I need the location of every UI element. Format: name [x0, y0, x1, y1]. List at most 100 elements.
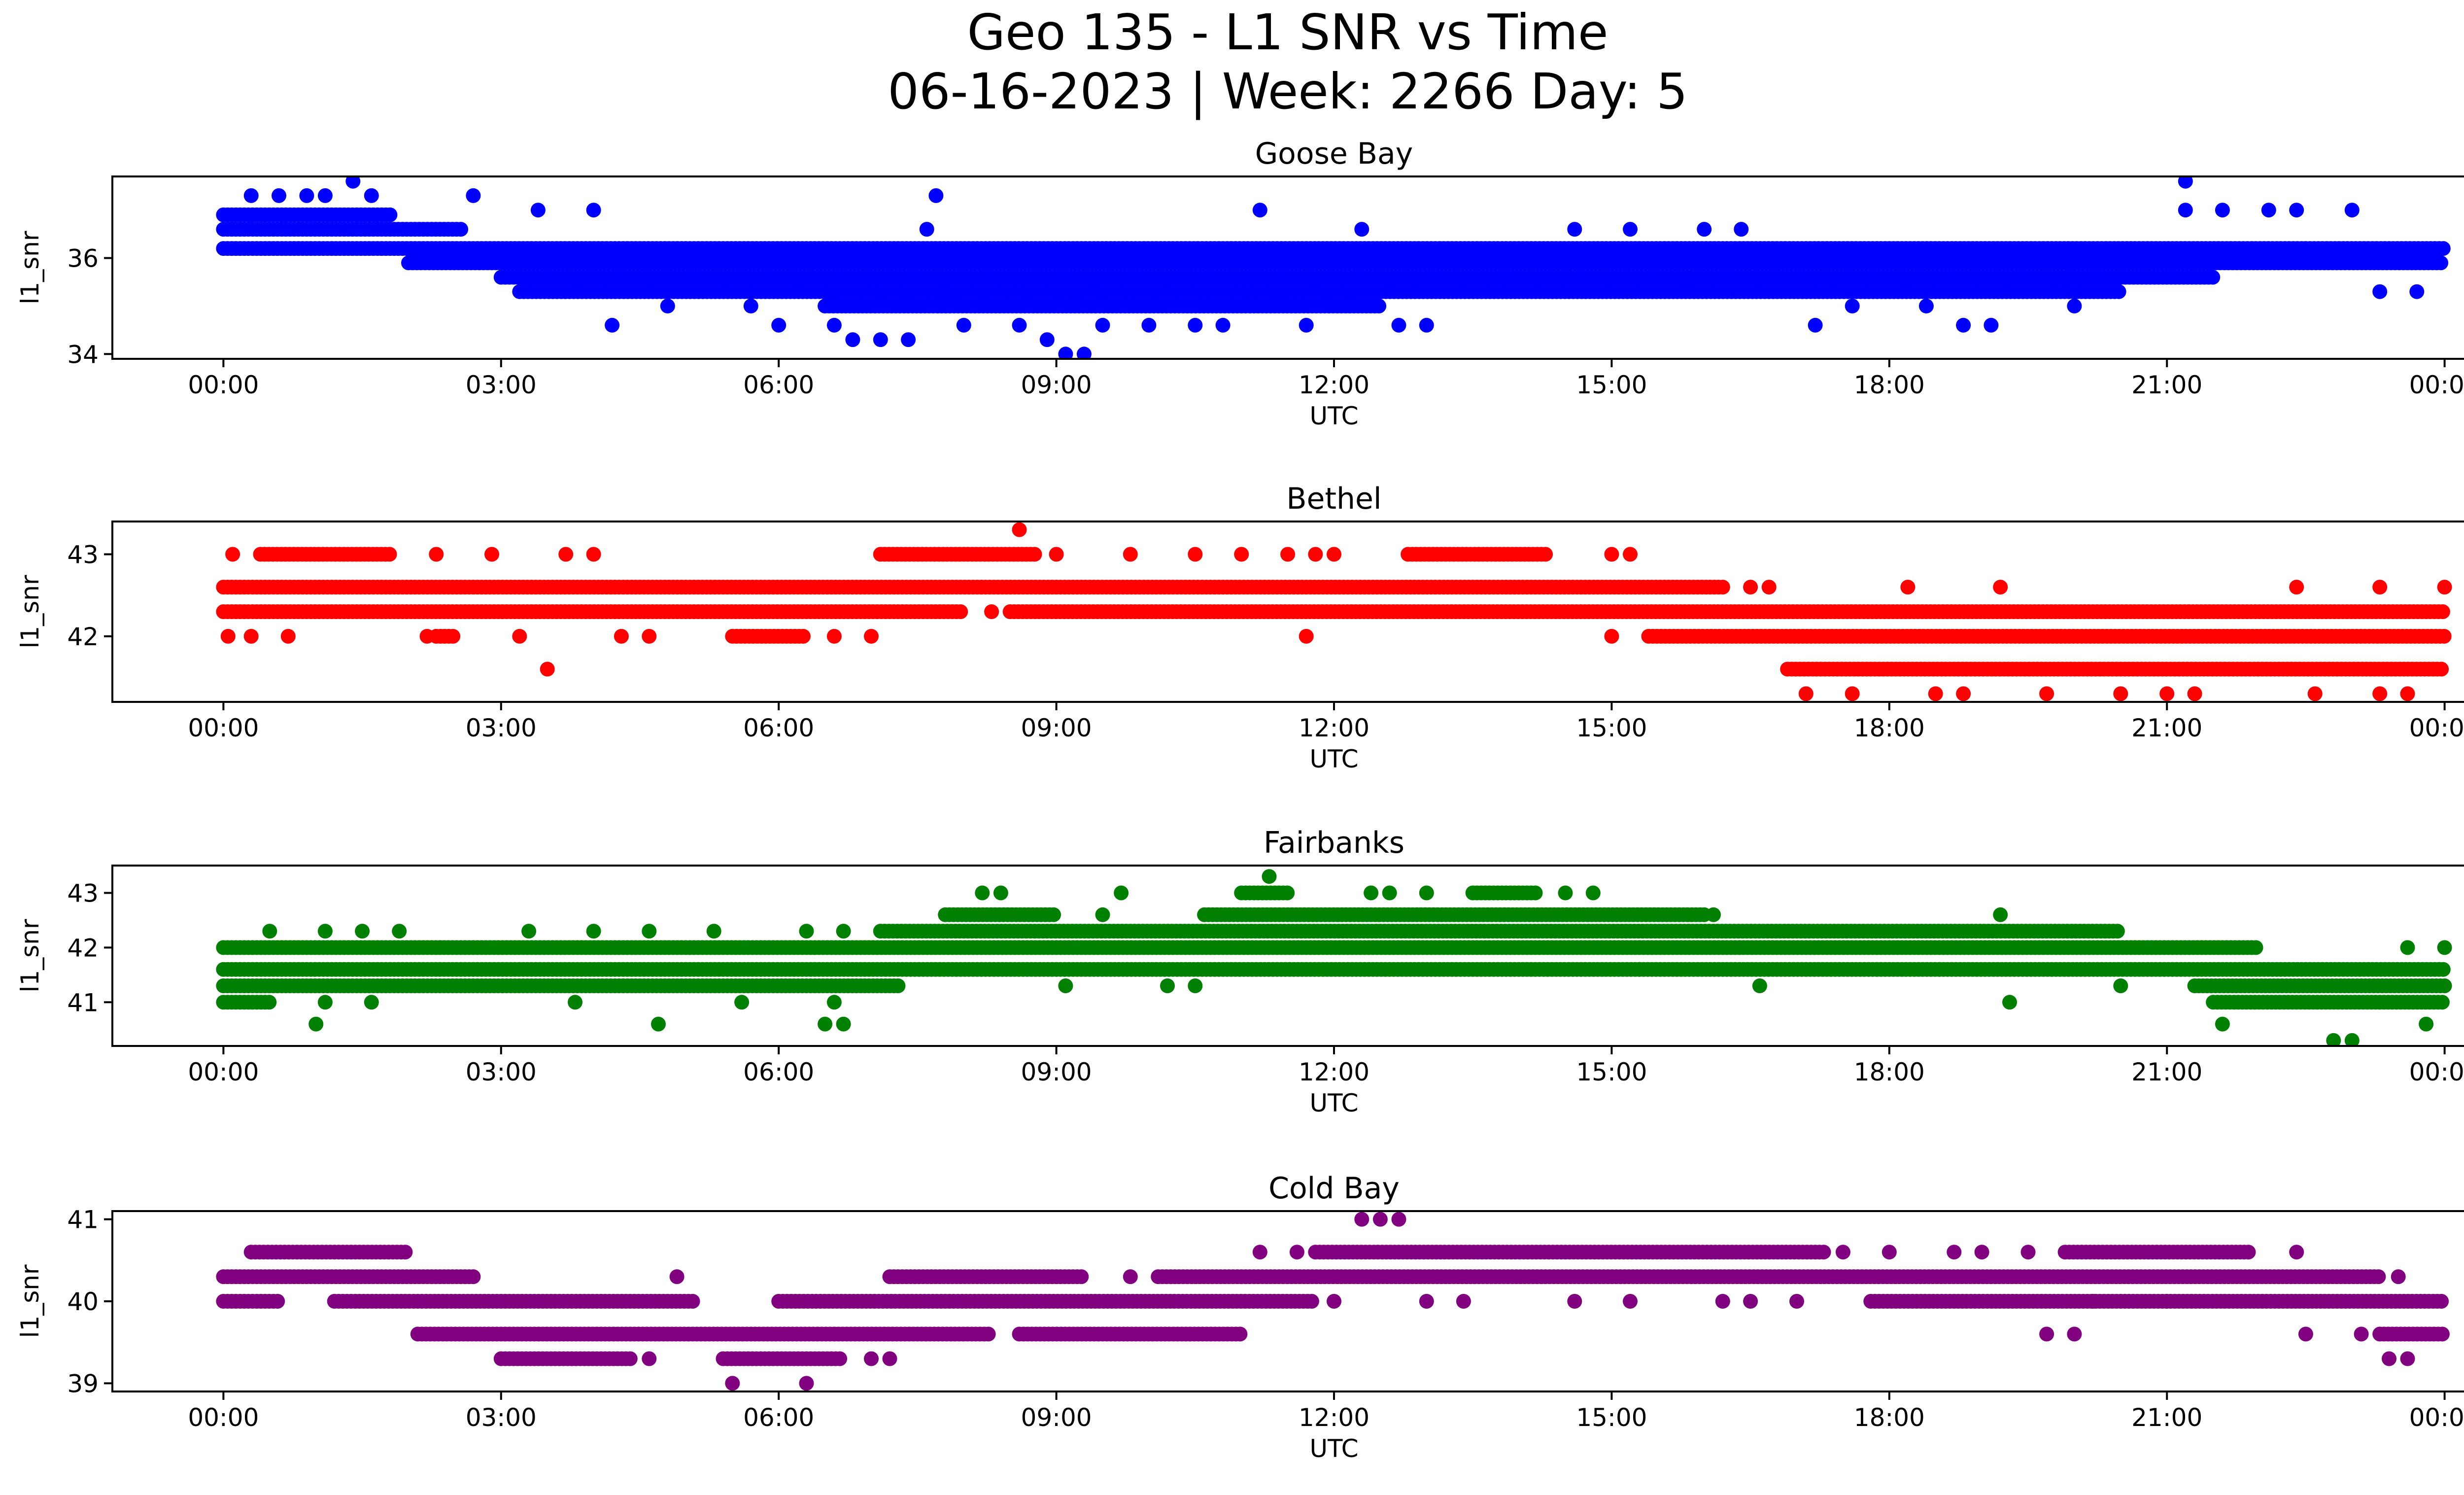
data-point [2372, 686, 2388, 701]
data-point [1743, 580, 1758, 595]
data-point [364, 188, 379, 203]
data-point [1215, 317, 1231, 333]
data-point [2187, 686, 2202, 701]
data-point [382, 207, 398, 222]
data-point [660, 298, 675, 313]
y-axis-label: l1_snr [16, 575, 44, 648]
data-point [540, 661, 555, 677]
data-point [530, 203, 546, 218]
figure-title-line-1: Geo 135 - L1 SNR vs Time [967, 3, 1608, 61]
data-point [243, 188, 259, 203]
data-point [1299, 628, 1314, 644]
data-point [558, 547, 574, 562]
data-point [2178, 203, 2193, 218]
data-point [1058, 347, 1073, 359]
x-tick-label: 09:00 [1021, 371, 1092, 399]
figure-title-line-2: 06-16-2023 | Week: 2266 Day: 5 [888, 63, 1687, 120]
data-point [2205, 270, 2221, 285]
data-point [1076, 347, 1092, 359]
data-point [826, 317, 842, 333]
data-point [1845, 686, 1860, 701]
data-point [1798, 686, 1814, 701]
data-point [864, 628, 879, 644]
data-point [2289, 203, 2304, 218]
data-point [2067, 298, 2082, 313]
data-point [642, 628, 657, 644]
data-point [1761, 580, 1777, 595]
data-point [1604, 547, 1619, 562]
data-point [1280, 547, 1296, 562]
data-point [1371, 298, 1387, 313]
x-axis-label: UTC [1309, 402, 1358, 430]
data-point [2159, 686, 2175, 701]
data-point [1567, 222, 1582, 237]
data-point [2039, 686, 2054, 701]
y-tick-label: 43 [67, 541, 99, 569]
subplot-goose-bay: 00:00 03:00 06:00 09:00 12:00 15:00 18:00 21:00… [16, 137, 2464, 430]
data-point [382, 547, 397, 562]
x-tick-label: 00:00 [2409, 371, 2464, 399]
x-tick-label: 00:00 [188, 371, 259, 399]
data-point [512, 628, 527, 644]
data-point [984, 604, 999, 619]
data-point [1984, 317, 1999, 333]
data-point [2372, 284, 2388, 299]
data-point [1027, 547, 1042, 562]
y-tick-label: 34 [67, 340, 99, 369]
data-point [1308, 547, 1323, 562]
y-tick-label: 36 [67, 244, 99, 273]
data-point [1141, 317, 1157, 333]
subplot-fairbanks: 00:00 03:00 06:00 09:00 12:00 15:00 18:00 21:00… [16, 826, 2464, 1117]
data-point [795, 628, 811, 644]
subplot-bethel: 00:00 03:00 06:00 09:00 12:00 15:00 18:00 21:00… [16, 482, 2464, 773]
x-tick-label: 00:00 [2409, 714, 2464, 742]
data-point [1039, 332, 1055, 348]
data-point [1354, 222, 1369, 237]
data-point [220, 628, 236, 644]
data-point [2248, 940, 2263, 955]
plot-area [216, 522, 2452, 701]
x-tick-label: 18:00 [1854, 714, 1925, 742]
data-point [243, 628, 259, 644]
data-point [2409, 284, 2425, 299]
x-tick-label: 03:00 [466, 371, 537, 399]
data-point [2111, 284, 2126, 299]
x-tick-label: 12:00 [1299, 371, 1369, 399]
data-point [2307, 686, 2323, 701]
data-point [1734, 222, 1749, 237]
data-point [1419, 317, 1434, 333]
data-point [1095, 317, 1110, 333]
data-point [826, 628, 842, 644]
data-point [2372, 580, 2388, 595]
data-point [1012, 317, 1027, 333]
data-point [2435, 604, 2450, 619]
data-point [2215, 203, 2230, 218]
data-point [2435, 962, 2451, 977]
data-point [2261, 203, 2276, 218]
data-point [1327, 547, 1341, 562]
data-point [890, 978, 906, 993]
data-point [484, 547, 499, 562]
data-point [1123, 547, 1138, 562]
data-point [2400, 686, 2415, 701]
data-point [262, 995, 277, 1010]
data-point [1697, 222, 1712, 237]
data-point [2289, 580, 2304, 595]
y-tick-label: 42 [67, 623, 99, 651]
data-point [1604, 628, 1619, 644]
x-tick-label: 18:00 [1854, 371, 1925, 399]
data-point [2113, 686, 2128, 701]
data-point [614, 628, 629, 644]
data-point [2178, 176, 2193, 189]
data-point [928, 188, 944, 203]
x-tick-label: 06:00 [743, 714, 814, 742]
data-point [873, 332, 888, 348]
x-axis-label: UTC [1309, 745, 1358, 773]
data-point [1188, 547, 1203, 562]
data-point [1012, 522, 1027, 537]
data-point [956, 317, 971, 333]
x-tick-label: 06:00 [743, 371, 814, 399]
data-point [2435, 241, 2451, 256]
data-point [1845, 298, 1860, 313]
